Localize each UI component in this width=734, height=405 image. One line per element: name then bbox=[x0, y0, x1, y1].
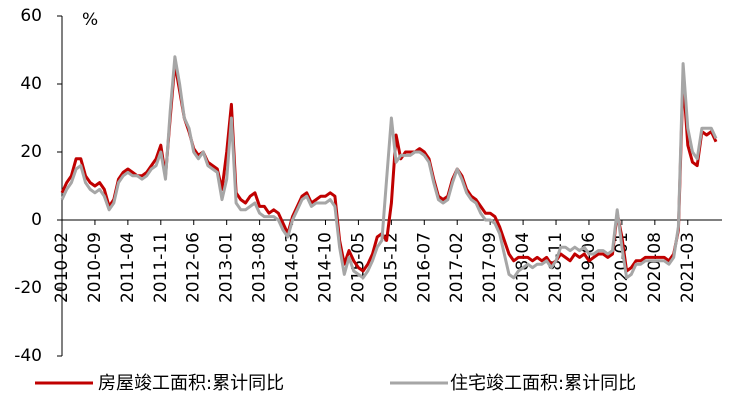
x-tick-label: 2010-02 bbox=[52, 232, 72, 303]
x-tick-label: 2017-02 bbox=[447, 232, 467, 303]
x-tick-label: 2010-09 bbox=[85, 232, 105, 303]
x-tick-label: 2012-06 bbox=[184, 232, 204, 303]
y-tick-label: 40 bbox=[20, 74, 42, 94]
x-tick-label: 2016-07 bbox=[414, 232, 434, 303]
x-tick-label: 2011-11 bbox=[151, 232, 171, 303]
legend-label: 住宅竣工面积:累计同比 bbox=[450, 373, 636, 394]
x-tick-label: 2015-12 bbox=[381, 232, 401, 303]
series-line bbox=[60, 55, 718, 280]
x-tick-label: 2014-03 bbox=[283, 232, 303, 303]
x-tick-label: 2019-06 bbox=[579, 232, 599, 303]
x-tick-label: 2021-03 bbox=[678, 232, 698, 303]
x-tick-label: 2020-01 bbox=[612, 232, 632, 303]
x-tick-label: 2017-09 bbox=[480, 232, 500, 303]
legend-label: 房屋竣工面积:累计同比 bbox=[98, 373, 284, 394]
y-tick-label: 20 bbox=[20, 142, 42, 162]
y-tick-label: 0 bbox=[31, 210, 42, 230]
y-tick-label: 60 bbox=[20, 6, 42, 26]
x-tick-label: 2011-04 bbox=[118, 232, 138, 303]
x-tick-label: 2014-10 bbox=[315, 232, 335, 303]
x-tick-label: 2013-08 bbox=[250, 232, 270, 303]
x-tick-label: 2013-01 bbox=[217, 232, 237, 303]
unit-label: % bbox=[82, 10, 98, 30]
x-tick-label: 2018-11 bbox=[546, 232, 566, 303]
y-tick-label: -40 bbox=[14, 346, 42, 366]
y-tick-label: -20 bbox=[14, 278, 42, 298]
x-tick-label: 2020-08 bbox=[645, 232, 665, 303]
